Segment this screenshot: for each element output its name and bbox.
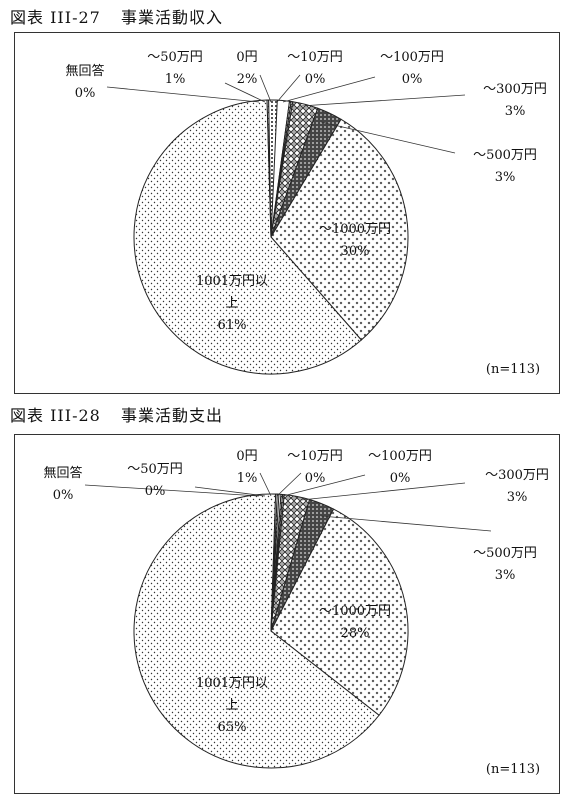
figure-title-1: 図表 III-27 事業活動収入 (10, 4, 223, 28)
slice-value-label: 30% (341, 244, 370, 259)
leader-line (224, 82, 266, 103)
slice-category-label: ～300万円 (485, 468, 549, 483)
slice-category-label: ～10万円 (287, 50, 343, 65)
slice-value-label: 2% (237, 72, 258, 87)
leader-line (300, 94, 466, 107)
leader-line (276, 472, 302, 497)
pie-slice-9 (133, 99, 363, 375)
pie-slice-8 (270, 508, 409, 716)
slice-value-label: 0% (305, 72, 326, 87)
slice-category-label: ～300万円 (483, 82, 547, 97)
sample-size-note: (n=113) (486, 762, 540, 777)
figure-title-2: 図表 III-28 事業活動支出 (10, 402, 223, 426)
slice-category-label: 上 (225, 698, 238, 713)
slice-value-label: 28% (341, 626, 370, 641)
slice-category-label: ～500万円 (473, 546, 537, 561)
slice-category-label: 0円 (236, 50, 257, 65)
pie-slices (133, 493, 409, 769)
slice-category-label: ～50万円 (127, 462, 183, 477)
pie-labels: 無回答 0% ～50万円 0% 0円 1% ～10万円 0% ～100万円 0% ～300万円 3% ～… (43, 449, 548, 735)
figure-title-prefix: 図表 (10, 8, 45, 27)
slice-category-label: ～10万円 (287, 449, 343, 464)
pie-slices (133, 99, 409, 375)
leader-line (194, 486, 266, 497)
leader-line (84, 484, 260, 497)
slice-value-label: 1% (165, 72, 186, 87)
leader-line (300, 482, 466, 501)
slice-value-label: 0% (145, 484, 166, 499)
slice-value-label: 3% (495, 170, 516, 185)
chart-frame-1: 無回答 0% ～50万円 1% 0円 2% ～10万円 0% ～100万円 0% ～300万円 3% ～… (14, 32, 560, 394)
slice-value-label: 3% (495, 568, 516, 583)
leader-line (320, 515, 492, 532)
slice-category-label: ～1000万円 (319, 222, 391, 237)
slice-category-label: 無回答 (65, 63, 104, 79)
leader-line (259, 74, 272, 103)
slice-value-label: 0% (53, 488, 74, 503)
slice-category-label: ～1000万円 (319, 604, 391, 619)
leader-line (106, 86, 260, 103)
figure-title-prefix: 図表 (10, 406, 45, 425)
figure-title-number: III-28 (50, 406, 101, 425)
pie-slice-2 (268, 99, 278, 238)
pie-labels: 無回答 0% ～50万円 1% 0円 2% ～10万円 0% ～100万円 0% ～300万円 3% ～… (65, 50, 546, 333)
leader-line (282, 76, 376, 103)
slice-value-label: 3% (507, 490, 528, 505)
slice-category-label: ～50万円 (147, 50, 203, 65)
slice-category-label: 上 (225, 296, 238, 311)
slice-category-label: ～100万円 (380, 50, 444, 65)
slice-category-label: ～100万円 (368, 449, 432, 464)
slice-category-label: 1001万円以 (196, 676, 268, 691)
leader-line (276, 74, 301, 103)
slice-value-label: 3% (505, 104, 526, 119)
figure-title-number: III-27 (50, 8, 101, 27)
slice-category-label: ～500万円 (473, 148, 537, 163)
leader-line (282, 474, 366, 497)
leader-line (259, 472, 272, 497)
figure-title-text: 事業活動収入 (120, 8, 223, 27)
slice-category-label: 無回答 (43, 465, 82, 481)
sample-size-note: (n=113) (486, 362, 540, 377)
pie-chart-income: 無回答 0% ～50万円 1% 0円 2% ～10万円 0% ～100万円 0% ～300万円 3% ～… (65, 50, 546, 377)
pie-slice-8 (270, 118, 409, 341)
slice-value-label: 0% (402, 72, 423, 87)
slice-value-label: 65% (218, 720, 247, 735)
slice-value-label: 0% (305, 471, 326, 486)
pie-chart-expenditure: 無回答 0% ～50万円 0% 0円 1% ～10万円 0% ～100万円 0% ～300万円 3% ～… (43, 449, 548, 777)
slice-category-label: 0円 (236, 449, 257, 464)
slice-value-label: 0% (75, 86, 96, 101)
figure-title-text: 事業活動支出 (120, 406, 223, 425)
slice-value-label: 0% (390, 471, 411, 486)
chart-frame-2: 無回答 0% ～50万円 0% 0円 1% ～10万円 0% ～100万円 0% ～300万円 3% ～… (14, 434, 560, 794)
pie-slice-9 (133, 493, 380, 769)
slice-value-label: 61% (218, 318, 247, 333)
slice-value-label: 1% (237, 471, 258, 486)
leader-line (320, 121, 456, 154)
slice-category-label: 1001万円以 (196, 274, 268, 289)
